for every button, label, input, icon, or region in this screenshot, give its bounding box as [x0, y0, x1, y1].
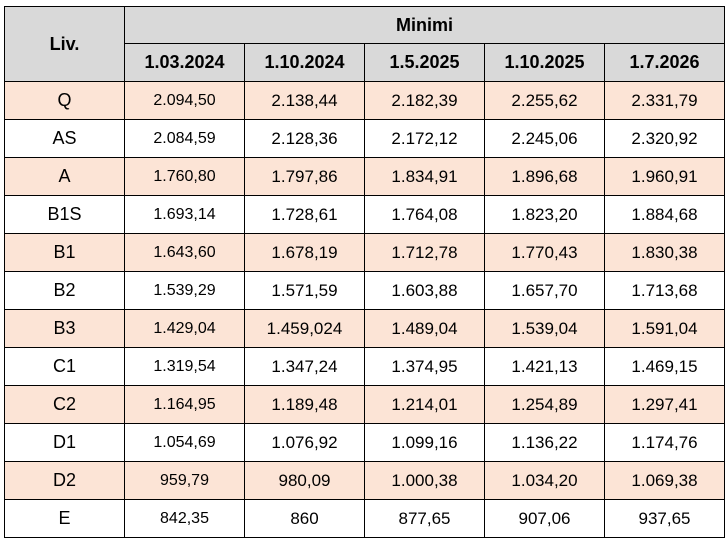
- table-row: A 1.760,80 1.797,86 1.834,91 1.896,68 1.960,9…: [4, 157, 725, 196]
- value-cell: 1.603,88: [364, 271, 485, 310]
- value-cell: 1.571,59: [244, 271, 365, 310]
- value-cell: 1.728,61: [244, 195, 365, 234]
- salary-table-container: Liv. Minimi 1.03.2024 1.10.2024 1.5.2025…: [4, 6, 725, 538]
- value-cell: 2.084,59: [124, 119, 245, 158]
- minimi-group-header: Minimi: [124, 6, 725, 44]
- table-row: D1 1.054,69 1.076,92 1.099,16 1.136,22 1.174,…: [4, 423, 725, 462]
- table-row: Q 2.094,50 2.138,44 2.182,39 2.255,62 2.331,7…: [4, 81, 725, 120]
- value-cell: 1.000,38: [364, 461, 485, 500]
- value-cell: 2.320,92: [604, 119, 725, 158]
- level-cell: D1: [4, 423, 125, 462]
- value-cell: 1.297,41: [604, 385, 725, 424]
- level-cell: A: [4, 157, 125, 196]
- value-cell: 1.254,89: [484, 385, 605, 424]
- level-cell: Q: [4, 81, 125, 120]
- date-header: 1.10.2025: [484, 43, 605, 82]
- value-cell: 842,35: [124, 499, 245, 538]
- value-cell: 1.136,22: [484, 423, 605, 462]
- table-row: B3 1.429,04 1.459,024 1.489,04 1.539,04 1.591…: [4, 309, 725, 348]
- level-cell: B2: [4, 271, 125, 310]
- value-cell: 1.189,48: [244, 385, 365, 424]
- value-cell: 1.896,68: [484, 157, 605, 196]
- value-cell: 1.823,20: [484, 195, 605, 234]
- value-cell: 2.245,06: [484, 119, 605, 158]
- value-cell: 860: [244, 499, 365, 538]
- date-header: 1.5.2025: [364, 43, 485, 82]
- value-cell: 1.830,38: [604, 233, 725, 272]
- date-header: 1.7.2026: [604, 43, 725, 82]
- value-cell: 2.138,44: [244, 81, 365, 120]
- date-header: 1.10.2024: [244, 43, 365, 82]
- level-cell: D2: [4, 461, 125, 500]
- value-cell: 1.834,91: [364, 157, 485, 196]
- value-cell: 1.469,15: [604, 347, 725, 386]
- value-cell: 1.643,60: [124, 233, 245, 272]
- value-cell: 1.713,68: [604, 271, 725, 310]
- value-cell: 2.172,12: [364, 119, 485, 158]
- value-cell: 1.054,69: [124, 423, 245, 462]
- level-column-header: Liv.: [4, 6, 125, 82]
- value-cell: 1.657,70: [484, 271, 605, 310]
- value-cell: 1.760,80: [124, 157, 245, 196]
- value-cell: 1.797,86: [244, 157, 365, 196]
- value-cell: 1.770,43: [484, 233, 605, 272]
- value-cell: 980,09: [244, 461, 365, 500]
- table-row: C1 1.319,54 1.347,24 1.374,95 1.421,13 1.469,…: [4, 347, 725, 386]
- value-cell: 1.164,95: [124, 385, 245, 424]
- table-row: AS 2.084,59 2.128,36 2.172,12 2.245,06 2.320,…: [4, 119, 725, 158]
- value-cell: 1.678,19: [244, 233, 365, 272]
- date-header: 1.03.2024: [124, 43, 245, 82]
- value-cell: 2.182,39: [364, 81, 485, 120]
- value-cell: 1.034,20: [484, 461, 605, 500]
- value-cell: 1.174,76: [604, 423, 725, 462]
- level-cell: C1: [4, 347, 125, 386]
- level-cell: E: [4, 499, 125, 538]
- value-cell: 877,65: [364, 499, 485, 538]
- value-cell: 1.764,08: [364, 195, 485, 234]
- level-cell: B1S: [4, 195, 125, 234]
- value-cell: 1.214,01: [364, 385, 485, 424]
- table-row: B2 1.539,29 1.571,59 1.603,88 1.657,70 1.713,…: [4, 271, 725, 310]
- value-cell: 1.960,91: [604, 157, 725, 196]
- table-row: B1S 1.693,14 1.728,61 1.764,08 1.823,20 1.884…: [4, 195, 725, 234]
- level-cell: B3: [4, 309, 125, 348]
- value-cell: 2.255,62: [484, 81, 605, 120]
- value-cell: 1.347,24: [244, 347, 365, 386]
- value-cell: 1.099,16: [364, 423, 485, 462]
- value-cell: 1.489,04: [364, 309, 485, 348]
- value-cell: 1.591,04: [604, 309, 725, 348]
- value-cell: 1.712,78: [364, 233, 485, 272]
- value-cell: 1.459,024: [244, 309, 365, 348]
- value-cell: 1.374,95: [364, 347, 485, 386]
- table-row: B1 1.643,60 1.678,19 1.712,78 1.770,43 1.830,…: [4, 233, 725, 272]
- table-row: C2 1.164,95 1.189,48 1.214,01 1.254,89 1.297,…: [4, 385, 725, 424]
- value-cell: 2.331,79: [604, 81, 725, 120]
- table-row: E 842,35 860 877,65 907,06 937,65: [4, 499, 725, 538]
- level-cell: C2: [4, 385, 125, 424]
- table-body: Q 2.094,50 2.138,44 2.182,39 2.255,62 2.331,7…: [4, 81, 725, 538]
- level-cell: B1: [4, 233, 125, 272]
- value-cell: 1.884,68: [604, 195, 725, 234]
- minimum-wage-table: Liv. Minimi 1.03.2024 1.10.2024 1.5.2025…: [4, 6, 725, 538]
- value-cell: 2.128,36: [244, 119, 365, 158]
- value-cell: 1.319,54: [124, 347, 245, 386]
- value-cell: 1.076,92: [244, 423, 365, 462]
- value-cell: 959,79: [124, 461, 245, 500]
- value-cell: 1.069,38: [604, 461, 725, 500]
- value-cell: 937,65: [604, 499, 725, 538]
- table-row: D2 959,79 980,09 1.000,38 1.034,20 1.069,38: [4, 461, 725, 500]
- value-cell: 1.693,14: [124, 195, 245, 234]
- level-cell: AS: [4, 119, 125, 158]
- value-cell: 907,06: [484, 499, 605, 538]
- value-cell: 1.539,29: [124, 271, 245, 310]
- value-cell: 1.429,04: [124, 309, 245, 348]
- value-cell: 2.094,50: [124, 81, 245, 120]
- value-cell: 1.539,04: [484, 309, 605, 348]
- value-cell: 1.421,13: [484, 347, 605, 386]
